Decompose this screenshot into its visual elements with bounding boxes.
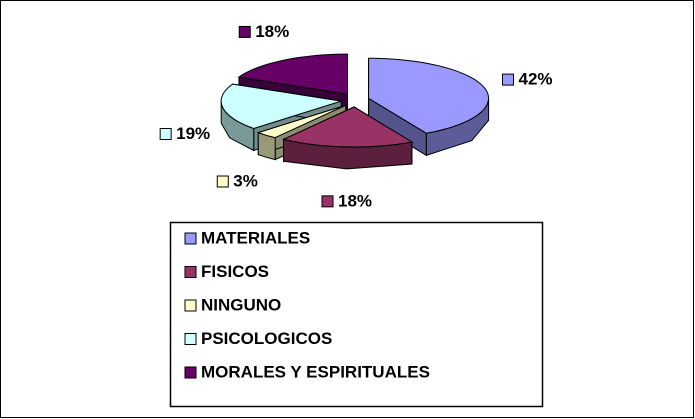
legend-box	[169, 221, 544, 408]
label-key	[238, 25, 251, 38]
label-key	[216, 175, 229, 188]
slice-top	[256, 104, 346, 139]
legend-swatch	[184, 232, 197, 245]
label-key	[159, 128, 172, 141]
pie-slice	[282, 106, 414, 170]
slice-top	[282, 106, 414, 148]
slice-top	[368, 57, 489, 134]
pie-slice	[368, 57, 490, 157]
label-key	[502, 73, 515, 86]
data-label: 18%	[338, 191, 372, 210]
slice-top	[237, 53, 349, 95]
legend-label: MORALES Y ESPIRITUALES	[201, 362, 430, 381]
data-label: 42%	[519, 70, 553, 89]
data-label: 18%	[255, 22, 289, 41]
legend-swatch	[184, 299, 197, 312]
data-label: 19%	[176, 124, 210, 143]
legend-swatch	[184, 333, 197, 345]
label-key	[321, 195, 334, 208]
legend-swatch	[184, 266, 197, 278]
legend-swatch	[184, 366, 197, 379]
slice-top	[220, 83, 342, 130]
legend-label: PSICOLOGICOS	[201, 329, 332, 348]
legend-label: MATERIALES	[201, 228, 310, 247]
data-label: 3%	[233, 171, 258, 190]
legend-label: FISICOS	[201, 262, 269, 281]
legend-label: NINGUNO	[201, 295, 281, 314]
